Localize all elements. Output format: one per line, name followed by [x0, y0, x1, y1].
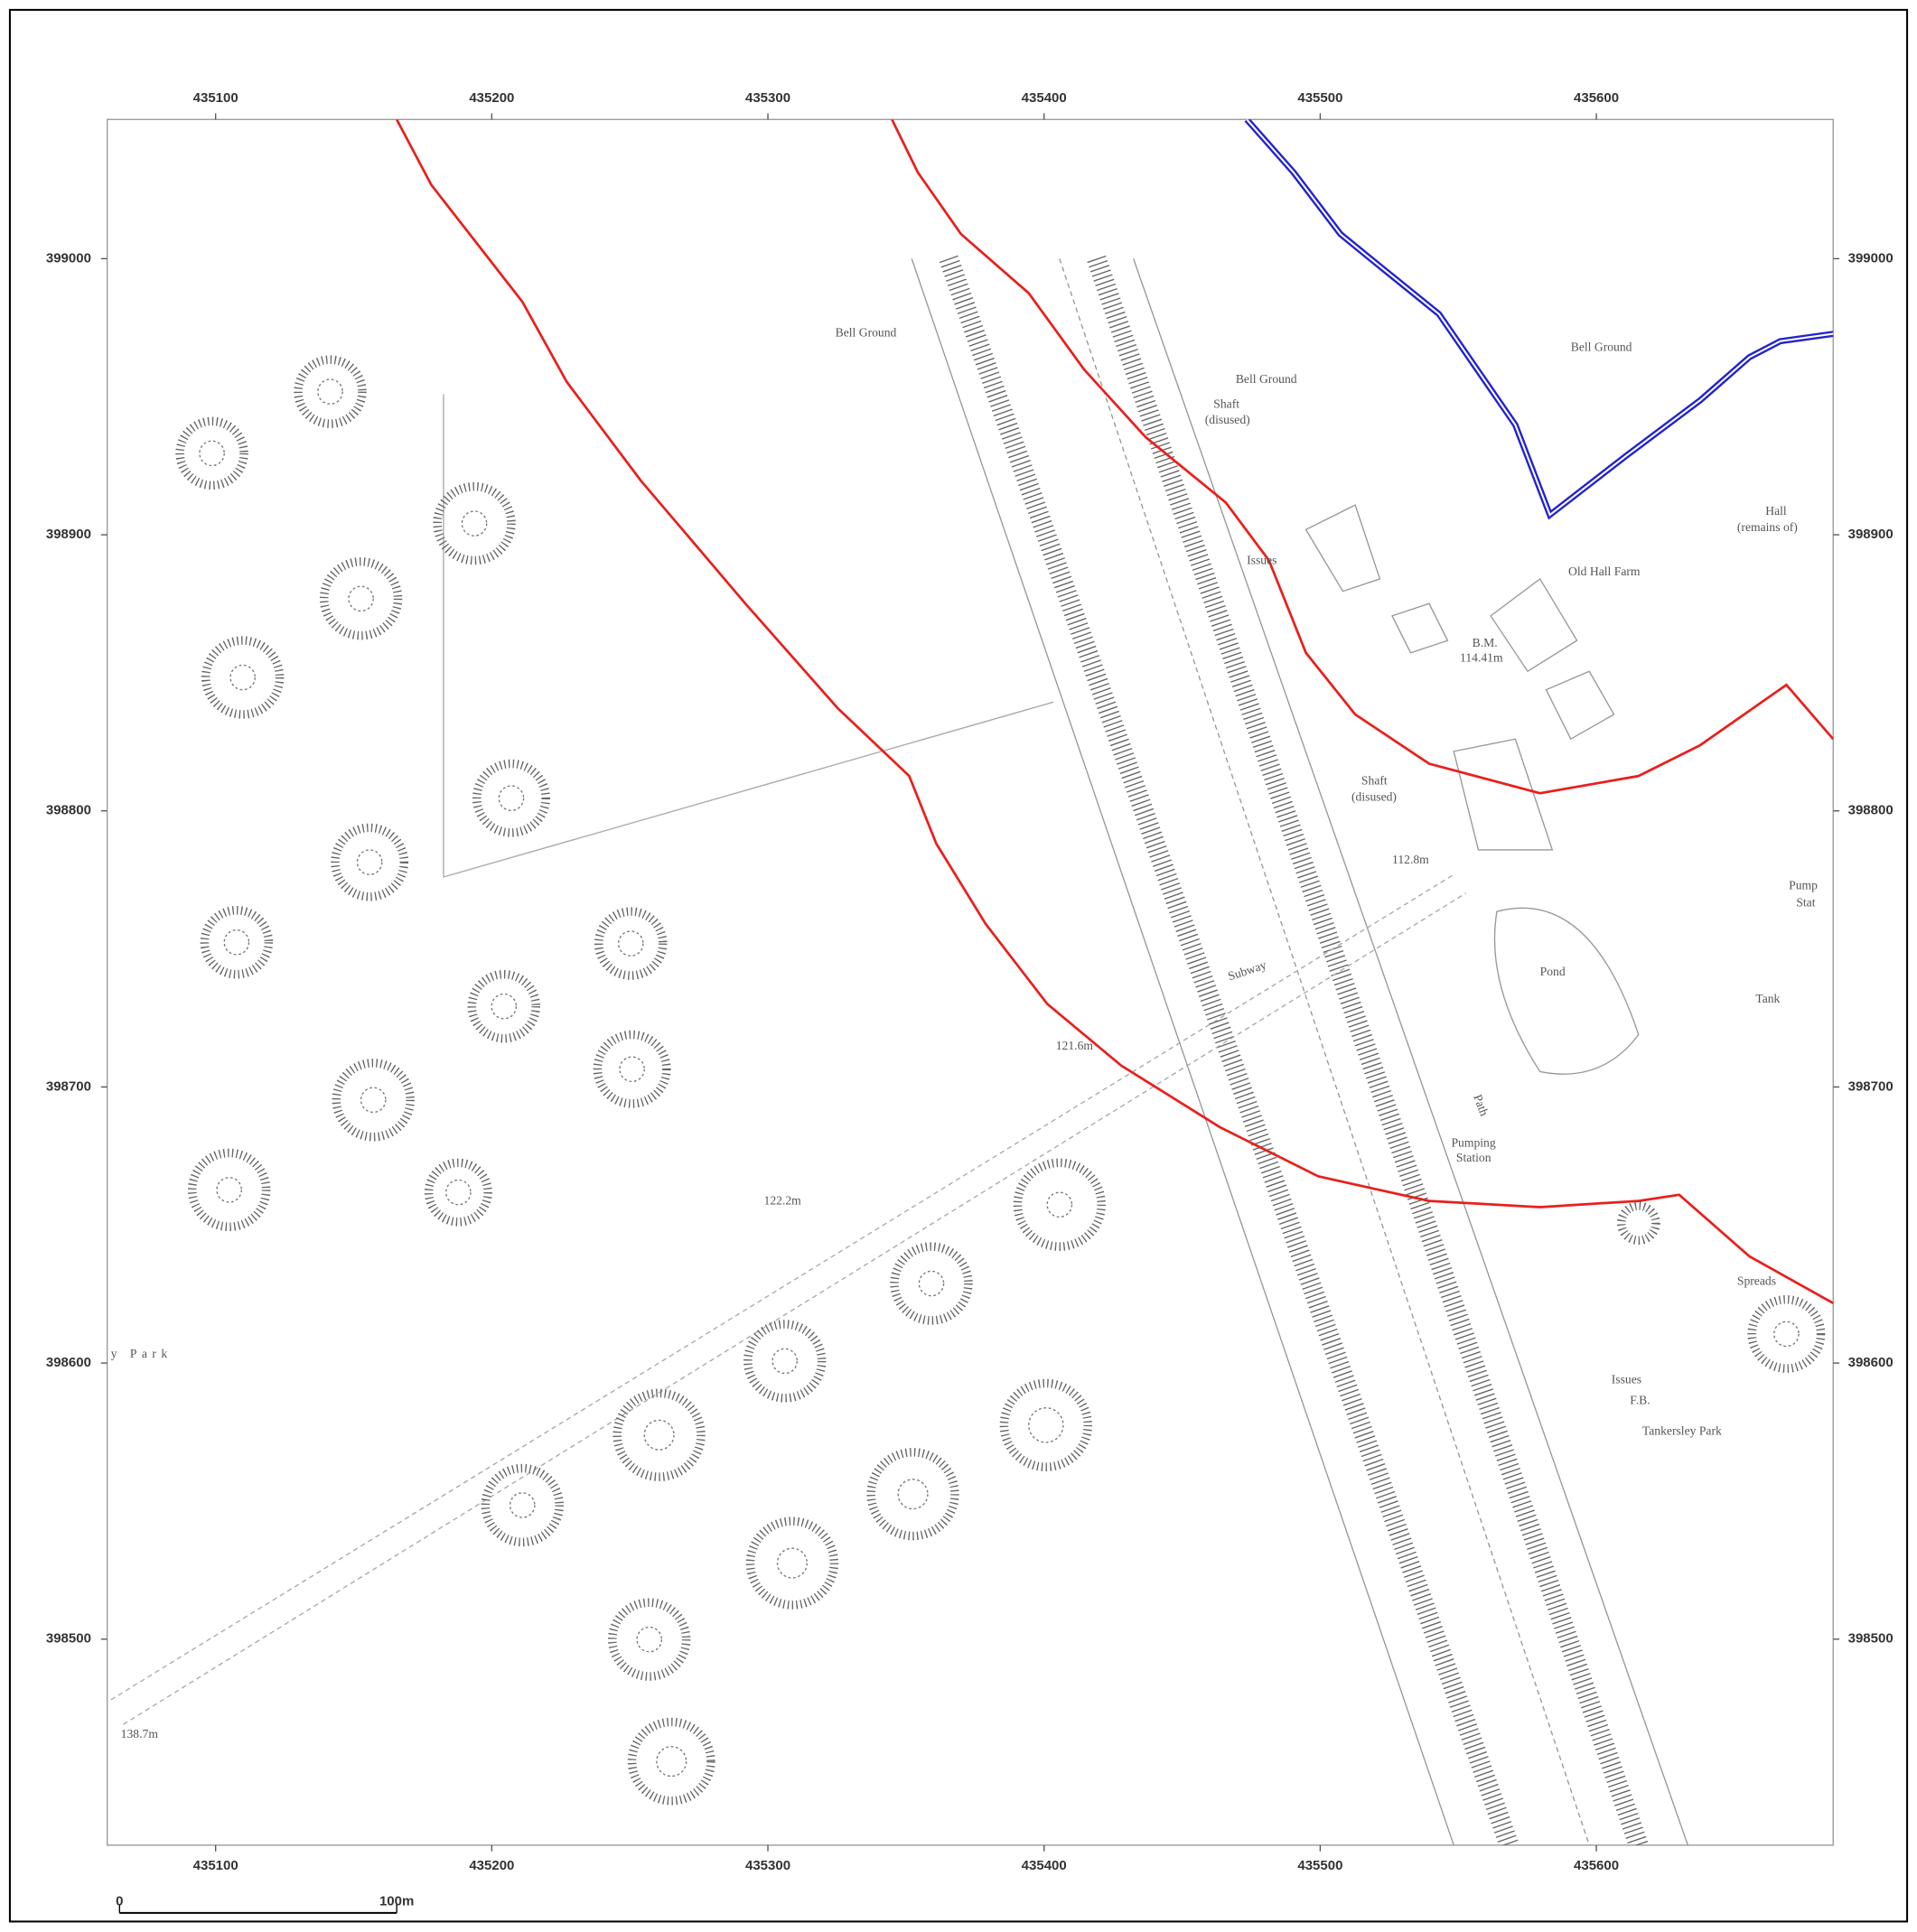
- map-label: 121.6m: [1056, 1039, 1094, 1052]
- northing-label: 398600: [1848, 1355, 1894, 1370]
- northing-label: 398800: [1848, 803, 1894, 818]
- map-frame: Bell Ground Bell Ground Bell Ground Shaf…: [106, 118, 1834, 1846]
- easting-label: 435300: [745, 90, 790, 106]
- map-label: (disused): [1205, 413, 1250, 427]
- easting-label: 435400: [1022, 90, 1067, 106]
- map-label: y Park: [111, 1347, 173, 1360]
- northing-label: 398500: [46, 1631, 91, 1647]
- track-edge: [911, 258, 1454, 1845]
- boundary-blue-inner: [1246, 119, 1834, 517]
- embankment: [1087, 255, 1649, 1845]
- map-label: Bell Ground: [836, 325, 897, 339]
- map-label: Issues: [1612, 1372, 1641, 1386]
- map-label: 114.41m: [1460, 650, 1503, 664]
- easting-label: 435600: [1574, 1858, 1619, 1873]
- map-label: Hall: [1765, 504, 1787, 518]
- map-label: Pumping: [1451, 1136, 1495, 1150]
- bell-pits: [175, 355, 1826, 1806]
- scale-label: 0: [116, 1894, 123, 1909]
- easting-label: 435500: [1297, 1858, 1342, 1873]
- map-label: Old Hall Farm: [1568, 565, 1641, 578]
- boundary-red: [891, 119, 1834, 795]
- buildings: [1304, 504, 1640, 1075]
- map-label: F.B.: [1630, 1394, 1650, 1407]
- easting-label: 435200: [469, 1858, 514, 1873]
- map-label: 112.8m: [1392, 853, 1429, 866]
- map-border: [106, 118, 1834, 1846]
- track-edge: [1059, 258, 1590, 1845]
- map-label: Bell Ground: [1236, 372, 1297, 386]
- map-label: Issues: [1247, 554, 1276, 567]
- northing-label: 398500: [1848, 1631, 1894, 1647]
- map-labels: Bell Ground Bell Ground Bell Ground Shaf…: [111, 325, 1818, 1741]
- northing-label: 398900: [1848, 527, 1894, 542]
- map-label: Stat: [1796, 896, 1815, 910]
- northing-label: 398800: [46, 803, 91, 818]
- easting-label: 435100: [193, 90, 238, 106]
- footpath: [110, 873, 1467, 1725]
- map-label: B.M.: [1473, 636, 1498, 649]
- easting-label: 435200: [469, 90, 514, 106]
- map-label: (remains of): [1737, 520, 1798, 535]
- easting-label: 435400: [1022, 1858, 1067, 1873]
- easting-label: 435100: [193, 1858, 238, 1873]
- northing-label: 398900: [46, 527, 91, 542]
- northing-label: 399000: [46, 250, 91, 266]
- boundary-red: [395, 119, 1834, 1305]
- map-label: Spreads: [1737, 1274, 1776, 1287]
- map-label: Pond: [1540, 965, 1566, 978]
- map-label: Pump: [1789, 879, 1818, 892]
- northing-label: 398600: [46, 1355, 91, 1370]
- scale-label: 100m: [379, 1894, 414, 1909]
- northing-label: 399000: [1848, 250, 1894, 266]
- map-label: Tank: [1755, 992, 1780, 1005]
- map-label: Bell Ground: [1571, 341, 1632, 354]
- easting-label: 435300: [745, 1858, 790, 1873]
- map-label: 122.2m: [764, 1194, 802, 1208]
- map-label: Path: [1471, 1093, 1491, 1118]
- easting-label: 435500: [1297, 90, 1342, 106]
- map-label: 138.7m: [121, 1727, 159, 1741]
- map-label: Shaft: [1361, 774, 1388, 788]
- northing-label: 398700: [1848, 1078, 1894, 1094]
- easting-label: 435600: [1574, 90, 1619, 106]
- map-label: Station: [1456, 1151, 1492, 1164]
- northing-label: 398700: [46, 1078, 91, 1094]
- map-label: Shaft: [1213, 397, 1239, 410]
- track-edge: [1133, 258, 1688, 1845]
- base-map: Bell Ground Bell Ground Bell Ground Shaf…: [110, 119, 1834, 1845]
- map-label: Tankersley Park: [1642, 1424, 1722, 1438]
- map-label: (disused): [1351, 789, 1397, 804]
- field-boundary: [443, 394, 1054, 878]
